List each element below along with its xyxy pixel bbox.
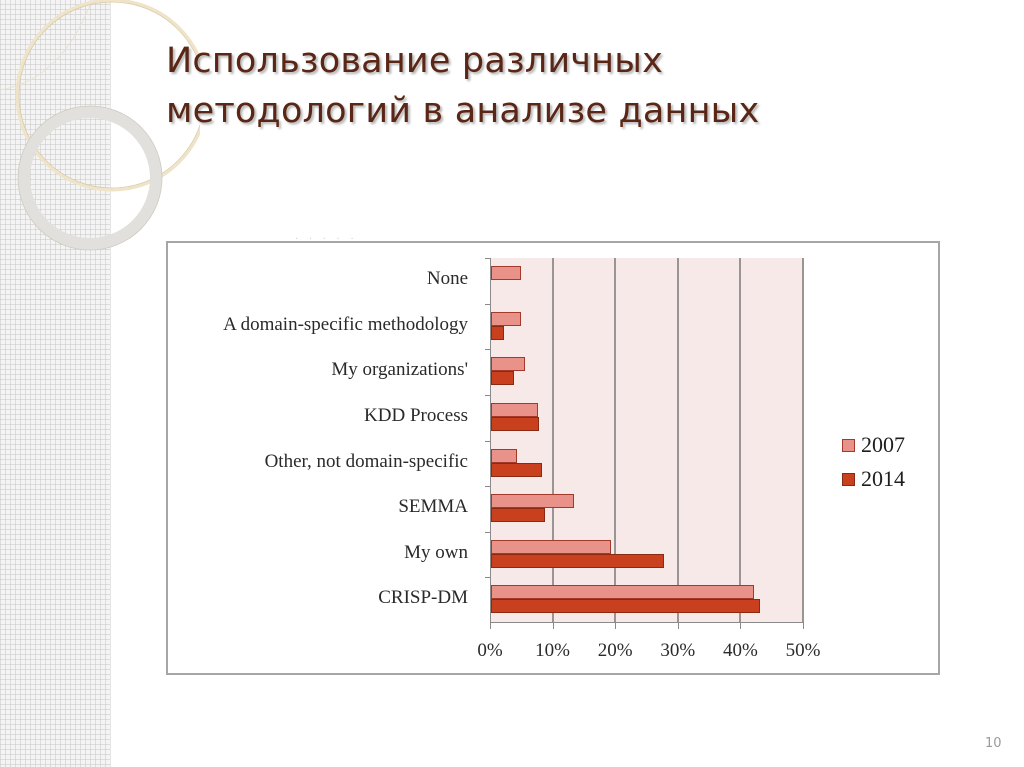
bar-2007 bbox=[491, 311, 522, 326]
x-tick-label: 40% bbox=[722, 640, 758, 661]
legend-label-2014: 2014 bbox=[861, 466, 905, 491]
category-label: SEMMA bbox=[398, 496, 468, 518]
legend-swatch-2014 bbox=[842, 472, 855, 486]
category-label: Other, not domain-specific bbox=[264, 450, 468, 472]
bar-2014 bbox=[491, 462, 543, 477]
y-tick bbox=[485, 531, 491, 533]
y-tick bbox=[485, 440, 491, 442]
bar-2014 bbox=[491, 325, 505, 340]
legend-item-2007: 2007 bbox=[842, 428, 905, 462]
y-tick bbox=[485, 577, 491, 579]
x-tick-label: 50% bbox=[785, 640, 821, 661]
slide-title-line-2: методологий в анализе данных bbox=[166, 91, 760, 131]
bar-2014 bbox=[491, 553, 664, 568]
x-tick bbox=[552, 622, 554, 629]
legend-swatch-2007 bbox=[842, 438, 855, 452]
bar-2007 bbox=[491, 357, 525, 372]
bar-2014 bbox=[491, 416, 540, 431]
x-tick-label: 20% bbox=[597, 640, 633, 661]
x-tick-label: 10% bbox=[535, 640, 570, 661]
ghost-text: · · · · · bbox=[295, 234, 358, 245]
chart-legend: 2007 2014 bbox=[842, 428, 905, 496]
y-tick bbox=[485, 303, 491, 305]
x-tick bbox=[615, 622, 617, 629]
decorative-side-strip bbox=[0, 0, 111, 767]
slide-title-line-1: Использование различных bbox=[166, 41, 664, 81]
x-tick-label: 30% bbox=[660, 640, 696, 661]
x-tick-label: 0% bbox=[477, 640, 503, 661]
x-tick bbox=[803, 622, 804, 629]
legend-label-2007: 2007 bbox=[861, 432, 905, 457]
category-label: A domain-specific methodology bbox=[223, 313, 468, 335]
x-tick bbox=[490, 622, 491, 629]
bar-2007 bbox=[491, 494, 574, 509]
category-label: My own bbox=[404, 541, 468, 563]
gridline bbox=[802, 258, 804, 622]
x-tick bbox=[677, 622, 679, 629]
y-tick bbox=[485, 258, 491, 259]
category-label: CRISP-DM bbox=[378, 587, 468, 609]
bar-2007 bbox=[491, 402, 538, 417]
slide-title: Использование различных методологий в ан… bbox=[166, 36, 759, 136]
y-tick bbox=[485, 349, 491, 351]
category-label: My organizations' bbox=[331, 359, 468, 381]
bar-2007 bbox=[491, 448, 518, 463]
legend-item-2014: 2014 bbox=[842, 462, 905, 496]
gridline bbox=[676, 258, 679, 622]
page-number: 10 bbox=[985, 736, 1002, 751]
category-label: KDD Process bbox=[364, 404, 468, 426]
bar-2007 bbox=[491, 266, 522, 280]
gridline bbox=[614, 258, 617, 622]
gridline bbox=[551, 258, 554, 622]
y-tick bbox=[485, 394, 491, 396]
bar-2014 bbox=[491, 508, 546, 523]
y-tick bbox=[485, 486, 491, 488]
bar-2007 bbox=[491, 585, 754, 600]
plot-area bbox=[485, 258, 804, 629]
x-tick bbox=[740, 622, 742, 629]
bar-2007 bbox=[491, 539, 612, 554]
bar-2014 bbox=[491, 599, 761, 614]
category-label: None bbox=[426, 268, 468, 289]
gridline bbox=[739, 258, 742, 622]
bar-2014 bbox=[491, 371, 515, 386]
